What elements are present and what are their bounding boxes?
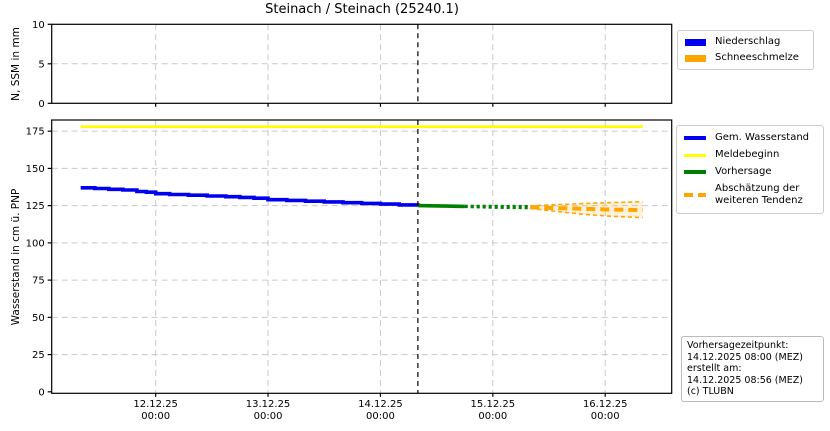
series-line <box>417 203 465 209</box>
legend-item-label: Gem. Wasserstand <box>715 132 810 143</box>
x-tick-label-date: 13.12.25 <box>246 399 291 410</box>
info-line-vorhersagezeitpunkt: Vorhersagezeitpunkt: <box>687 340 789 351</box>
series-line <box>530 205 643 213</box>
x-tick-label-date: 12.12.25 <box>133 399 178 410</box>
legend-waterlevel: Gem. Wasserstand Meldebeginn Vorhersage … <box>676 125 824 214</box>
page-title: Steinach / Steinach (25240.1) <box>265 2 459 17</box>
info-line-copyright: (c) TLUBN <box>687 386 734 398</box>
tendency-band-edge <box>530 201 643 207</box>
vorhersage-line-icon <box>684 170 706 174</box>
tendency-band-edge <box>530 207 643 219</box>
y-tick-label: 175 <box>26 127 45 138</box>
legend-item-label: Abschätzung der weiteren Tendenz <box>715 183 803 206</box>
legend-precipitation: Niederschlag Schneeschmelze <box>677 30 814 70</box>
x-tick-label-date: 15.12.25 <box>471 399 516 410</box>
x-tick-label-time: 00:00 <box>254 411 283 422</box>
info-line-forecast-timestamp: 14.12.2025 08:00 (MEZ) <box>687 351 803 363</box>
y-tick-label: 50 <box>32 313 45 324</box>
x-tick-label-date: 14.12.25 <box>358 399 403 410</box>
x-tick-label-time: 00:00 <box>591 411 620 422</box>
meldebeginn-line-icon <box>684 153 706 157</box>
gem-wasserstand-line-icon <box>684 136 706 140</box>
tendenz-dashed-line-icon <box>684 193 706 197</box>
legend-item-niederschlag: Niederschlag <box>685 36 806 48</box>
schneeschmelze-swatch-icon <box>685 54 706 62</box>
legend-item-label: Meldebeginn <box>715 149 780 160</box>
legend-item-gem-wasserstand: Gem. Wasserstand <box>684 132 816 144</box>
info-line-created-timestamp: 14.12.2025 08:56 (MEZ) <box>687 374 803 386</box>
legend-item-label: Vorhersage <box>715 166 772 177</box>
legend-item-tendenz: Abschätzung der weiteren Tendenz <box>684 183 816 207</box>
panel-border <box>51 119 673 394</box>
y-tick-label: 10 <box>32 20 45 31</box>
niederschlag-swatch-icon <box>685 38 706 46</box>
x-tick-label-date: 16.12.25 <box>583 399 628 410</box>
series-line <box>464 206 531 210</box>
y-tick-label: 0 <box>38 387 44 398</box>
y-tick-label: 25 <box>32 350 45 361</box>
legend-item-label: Niederschlag <box>715 36 781 47</box>
y-tick-label: 0 <box>38 99 44 110</box>
legend-item-label: Schneeschmelze <box>715 52 799 63</box>
y-tick-label: 100 <box>26 238 45 249</box>
legend-item-vorhersage: Vorhersage <box>684 166 816 178</box>
series-line <box>80 186 420 207</box>
x-tick-label-time: 00:00 <box>478 411 507 422</box>
y-tick-label: 150 <box>26 164 45 175</box>
x-tick-label-time: 00:00 <box>366 411 395 422</box>
legend-item-schneeschmelze: Schneeschmelze <box>685 52 806 64</box>
legend-item-meldebeginn: Meldebeginn <box>684 149 816 161</box>
y-tick-label: 125 <box>26 201 45 212</box>
forecast-info-box: Vorhersagezeitpunkt: 14.12.2025 08:00 (M… <box>681 336 824 402</box>
info-line-erstellt-am: erstellt am: <box>687 363 742 375</box>
y-tick-label: 5 <box>38 59 44 70</box>
y-tick-label: 75 <box>32 276 45 287</box>
series-line <box>464 205 531 209</box>
x-tick-label-time: 00:00 <box>141 411 170 422</box>
